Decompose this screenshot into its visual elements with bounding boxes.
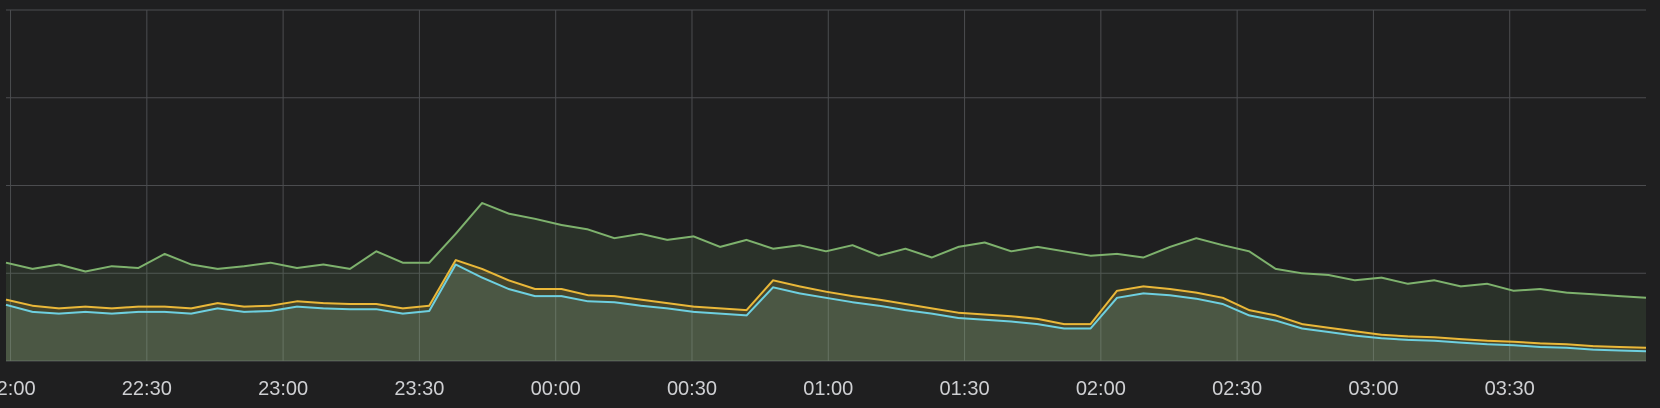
series-area — [6, 260, 1646, 361]
x-tick-label: 02:30 — [1212, 378, 1262, 400]
x-tick-label: 23:30 — [394, 378, 444, 400]
series-line — [5, 263, 1647, 353]
series-area — [6, 264, 1646, 361]
x-tick-label: 23:00 — [258, 378, 308, 400]
x-tick-label: 02:00 — [1076, 378, 1126, 400]
x-tick-label: 01:30 — [940, 378, 990, 400]
x-tick-label: 03:30 — [1485, 378, 1535, 400]
series-line — [5, 259, 1647, 349]
x-tick-label: 00:00 — [531, 378, 581, 400]
x-tick-label: 03:00 — [1348, 378, 1398, 400]
x-tick-label: 22:30 — [122, 378, 172, 400]
x-tick-label: 00:30 — [667, 378, 717, 400]
series-line — [5, 202, 1647, 299]
series-area — [6, 203, 1646, 361]
x-tick-label: 01:00 — [803, 378, 853, 400]
x-tick-label: 22:00 — [0, 378, 36, 400]
